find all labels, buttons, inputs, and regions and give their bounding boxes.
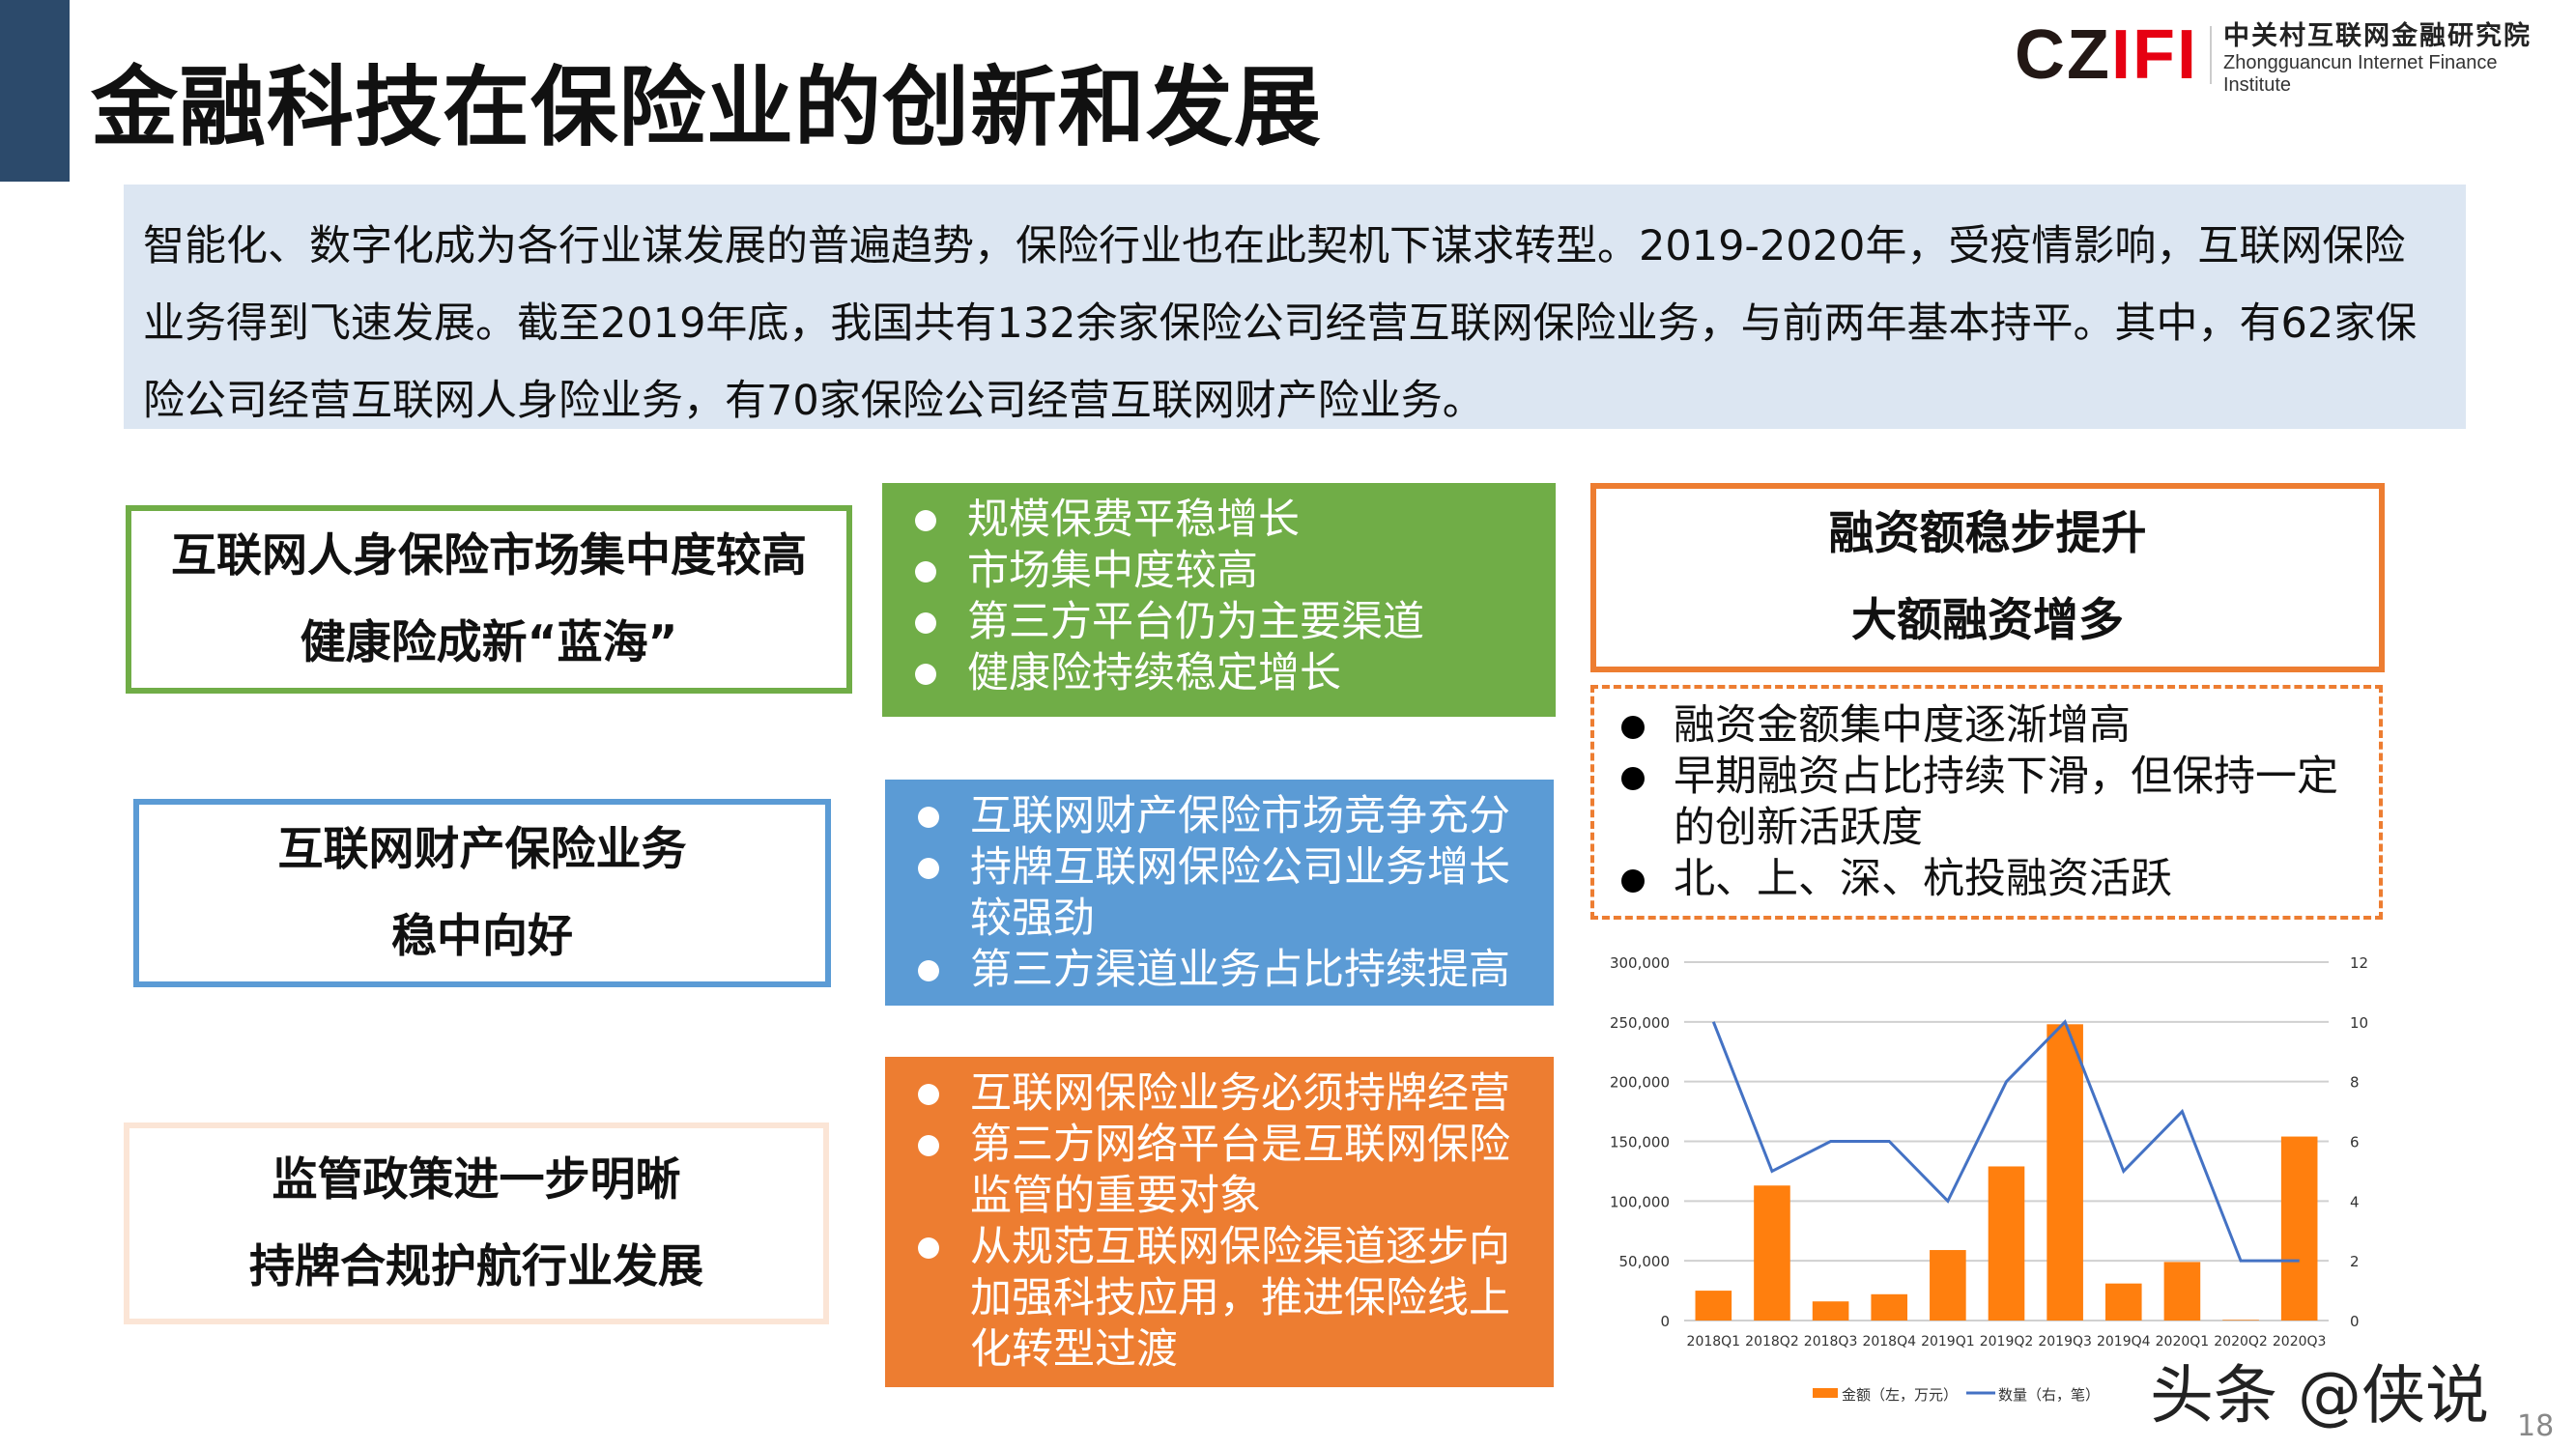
legend-bar-label: 金额（左，万元） [1842,1386,1958,1404]
bullets-financing: 融资金额集中度逐渐增高 早期融资占比持续下滑，但保持一定的创新活跃度 北、上、深、杭… [1590,685,2383,920]
bar-2019Q3 [2046,1024,2083,1321]
intro-paragraph: 智能化、数字化成为各行业谋发展的普遍趋势，保险行业也在此契机下谋求转型。2019… [124,185,2466,429]
bar-2019Q4 [2104,1283,2142,1321]
right-tick-label: 12 [2350,954,2368,972]
page-number: 18 [2517,1409,2555,1443]
right-tick-label: 0 [2350,1313,2360,1330]
heading-box-financing: 融资额稳步提升 大额融资增多 [1590,483,2385,672]
left-tick-label: 200,000 [1610,1074,1670,1092]
bar-2020Q1 [2163,1262,2201,1321]
right-tick-label: 10 [2350,1014,2368,1032]
financing-chart: 0 0 50,000 2 100,000 4 150,000 6 200,000 8 250,000… [1610,954,2368,1404]
legend-bar-swatch [1813,1388,1838,1398]
legend-line-label: 数量（右，笔） [1998,1386,2100,1404]
right-tick-label: 8 [2350,1074,2360,1092]
left-tick-label: 150,000 [1610,1134,1670,1151]
category-label: 2019Q3 [2038,1334,2092,1350]
heading-box-life: 互联网人身保险市场集中度较高 健康险成新“蓝海” [126,505,852,694]
bar-2019Q2 [1988,1166,2025,1321]
bullets-life: 规模保费平稳增长 市场集中度较高 第三方平台仍为主要渠道 健康险持续稳定增长 [882,483,1556,717]
right-tick-label: 6 [2350,1134,2360,1151]
category-label: 2018Q3 [1804,1334,1858,1350]
left-tick-label: 250,000 [1610,1014,1670,1032]
bullets-property: 互联网财产保险市场竞争充分 持牌互联网保险公司业务增长较强劲 第三方渠道业务占比持续… [885,780,1554,1006]
logo-mark: CZIFI [2015,16,2198,94]
bar-2018Q3 [1812,1301,1849,1321]
watermark: 头条 @侠说 [2150,1358,2489,1433]
heading-box-property: 互联网财产保险业务 稳中向好 [133,799,831,987]
bar-2020Q2 [2222,1320,2259,1321]
left-tick-label: 300,000 [1610,954,1670,972]
category-label: 2018Q1 [1687,1334,1741,1350]
bar-2018Q1 [1695,1291,1732,1321]
bar-2018Q4 [1871,1293,1908,1321]
category-label: 2018Q4 [1862,1334,1916,1350]
category-label: 2020Q2 [2214,1334,2268,1350]
bar-2018Q2 [1754,1185,1790,1321]
bar-2019Q1 [1930,1250,1966,1321]
left-tick-label: 0 [1660,1313,1670,1330]
page-title: 金融科技在保险业的创新和发展 [91,57,1322,158]
right-tick-label: 4 [2350,1193,2360,1210]
category-label: 2019Q2 [1980,1334,2034,1350]
count-line [1711,1019,2300,1263]
right-tick-label: 2 [2350,1253,2360,1270]
accent-bar [0,0,70,182]
bullets-regulation: 互联网保险业务必须持牌经营 第三方网络平台是互联网保险监管的重要对象 从规范互联网保… [885,1057,1554,1387]
logo-en: Zhongguancun Internet Finance Institute [2222,51,2498,96]
category-label: 2018Q2 [1745,1334,1799,1350]
category-label: 2019Q1 [1921,1334,1975,1350]
logo: CZIFI 中关村互联网金融研究院 Zhongguancun Internet F… [2015,16,2570,96]
logo-cn: 中关村互联网金融研究院 [2222,20,2532,51]
category-label: 2019Q4 [2097,1334,2151,1350]
left-tick-label: 100,000 [1610,1193,1670,1210]
bar-2020Q3 [2280,1136,2318,1321]
category-label: 2020Q3 [2273,1334,2327,1350]
heading-box-regulation: 监管政策进一步明晰 持牌合规护航行业发展 [124,1122,829,1324]
left-tick-label: 50,000 [1619,1253,1671,1270]
category-label: 2020Q1 [2156,1334,2210,1350]
